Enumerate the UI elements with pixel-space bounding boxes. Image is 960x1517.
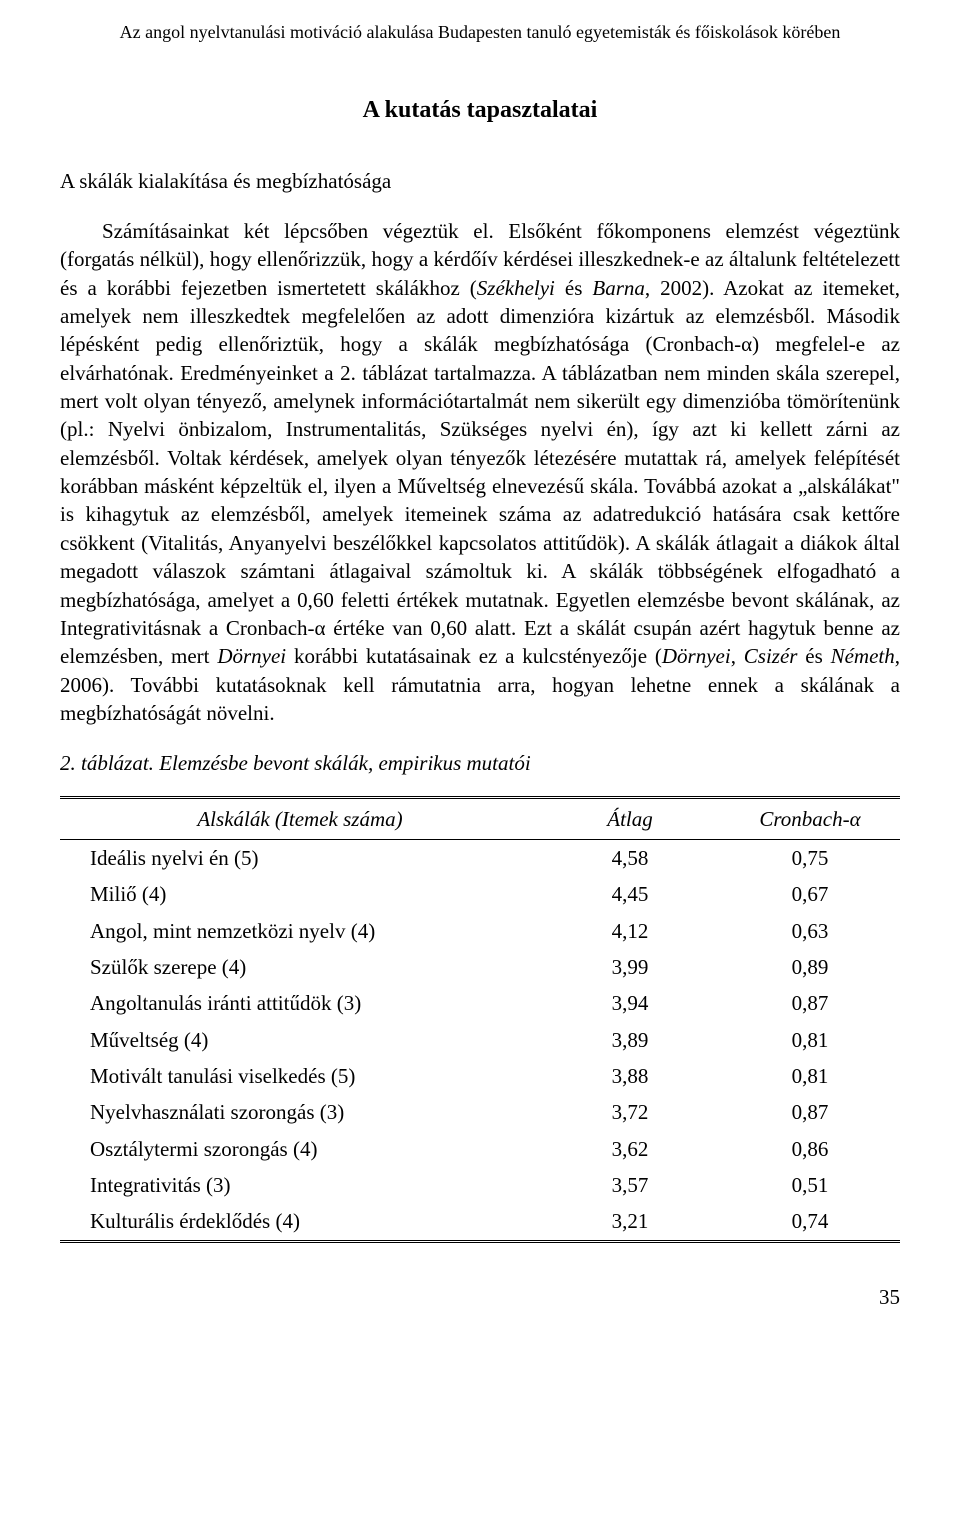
col-header-mean: Átlag	[540, 797, 720, 839]
col-header-cronbach: Cronbach-α	[720, 797, 900, 839]
table-row: Műveltség (4)3,890,81	[60, 1022, 900, 1058]
cell-cronbach: 0,51	[720, 1167, 900, 1203]
body-paragraph: Számításainkat két lépcsőben végeztük el…	[60, 217, 900, 727]
section-title: A kutatás tapasztalatai	[60, 94, 900, 126]
cell-subscale: Szülők szerepe (4)	[60, 949, 540, 985]
para-text: korábbi kutatásainak ez a kulcstényezője…	[286, 644, 662, 668]
table-body: Ideális nyelvi én (5)4,580,75Miliő (4)4,…	[60, 839, 900, 1241]
table-caption: 2. táblázat. Elemzésbe bevont skálák, em…	[60, 749, 900, 777]
cell-subscale: Osztálytermi szorongás (4)	[60, 1131, 540, 1167]
subsection-title: A skálák kialakítása és megbízhatósága	[60, 167, 900, 195]
cell-subscale: Nyelvhasználati szorongás (3)	[60, 1094, 540, 1130]
cell-cronbach: 0,74	[720, 1203, 900, 1241]
author-ref: Székhelyi	[477, 276, 555, 300]
table-row: Motivált tanulási viselkedés (5)3,880,81	[60, 1058, 900, 1094]
para-text: ,	[731, 644, 744, 668]
cell-mean: 3,62	[540, 1131, 720, 1167]
cell-subscale: Ideális nyelvi én (5)	[60, 839, 540, 876]
table-row: Integrativitás (3)3,570,51	[60, 1167, 900, 1203]
para-text: , 2002). Azokat az itemeket, amelyek nem…	[60, 276, 900, 668]
cell-mean: 3,99	[540, 949, 720, 985]
cell-mean: 3,57	[540, 1167, 720, 1203]
cell-cronbach: 0,67	[720, 876, 900, 912]
author-ref: Dörnyei	[662, 644, 731, 668]
cell-cronbach: 0,89	[720, 949, 900, 985]
col-header-subscales: Alskálák (Itemek száma)	[60, 797, 540, 839]
table-row: Szülők szerepe (4)3,990,89	[60, 949, 900, 985]
caption-text: Elemzésbe bevont skálák, empirikus mutat…	[154, 751, 531, 775]
cell-subscale: Motivált tanulási viselkedés (5)	[60, 1058, 540, 1094]
cell-subscale: Kulturális érdeklődés (4)	[60, 1203, 540, 1241]
author-ref: Dörnyei	[217, 644, 286, 668]
cell-subscale: Műveltség (4)	[60, 1022, 540, 1058]
cell-mean: 4,58	[540, 839, 720, 876]
caption-number: 2. táblázat.	[60, 751, 154, 775]
cell-subscale: Miliő (4)	[60, 876, 540, 912]
author-ref: Németh	[831, 644, 895, 668]
cell-cronbach: 0,86	[720, 1131, 900, 1167]
table-row: Osztálytermi szorongás (4)3,620,86	[60, 1131, 900, 1167]
cell-mean: 3,72	[540, 1094, 720, 1130]
table-header-row: Alskálák (Itemek száma) Átlag Cronbach-α	[60, 797, 900, 839]
cell-cronbach: 0,87	[720, 985, 900, 1021]
para-text: és	[555, 276, 592, 300]
para-text: és	[797, 644, 830, 668]
cell-mean: 3,88	[540, 1058, 720, 1094]
cell-subscale: Angoltanulás iránti attitűdök (3)	[60, 985, 540, 1021]
cell-subscale: Angol, mint nemzetközi nyelv (4)	[60, 913, 540, 949]
cell-subscale: Integrativitás (3)	[60, 1167, 540, 1203]
table-row: Angoltanulás iránti attitűdök (3)3,940,8…	[60, 985, 900, 1021]
table-row: Angol, mint nemzetközi nyelv (4)4,120,63	[60, 913, 900, 949]
cell-mean: 4,45	[540, 876, 720, 912]
cell-mean: 4,12	[540, 913, 720, 949]
cell-cronbach: 0,87	[720, 1094, 900, 1130]
cell-mean: 3,89	[540, 1022, 720, 1058]
cell-cronbach: 0,81	[720, 1022, 900, 1058]
table-row: Nyelvhasználati szorongás (3)3,720,87	[60, 1094, 900, 1130]
author-ref: Barna	[592, 276, 645, 300]
cell-mean: 3,21	[540, 1203, 720, 1241]
results-table: Alskálák (Itemek száma) Átlag Cronbach-α…	[60, 796, 900, 1243]
cell-mean: 3,94	[540, 985, 720, 1021]
table-row: Miliő (4)4,450,67	[60, 876, 900, 912]
table-row: Kulturális érdeklődés (4)3,210,74	[60, 1203, 900, 1241]
cell-cronbach: 0,63	[720, 913, 900, 949]
page-number: 35	[60, 1283, 900, 1311]
cell-cronbach: 0,75	[720, 839, 900, 876]
author-ref: Csizér	[744, 644, 798, 668]
table-row: Ideális nyelvi én (5)4,580,75	[60, 839, 900, 876]
cell-cronbach: 0,81	[720, 1058, 900, 1094]
running-header: Az angol nyelvtanulási motiváció alakulá…	[60, 20, 900, 44]
